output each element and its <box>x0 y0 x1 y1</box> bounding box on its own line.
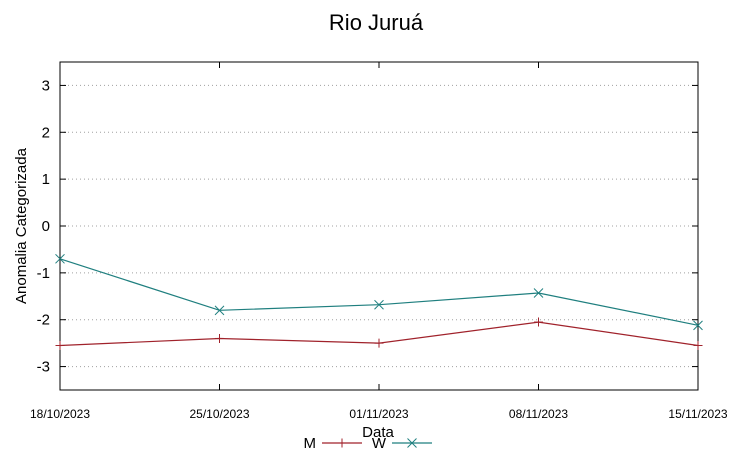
legend-label-w: W <box>372 435 387 452</box>
data-point-w <box>55 253 65 264</box>
plot-frame <box>59 61 699 391</box>
data-point-m <box>374 338 384 348</box>
legend-marker-w <box>407 438 417 448</box>
x-tick-label: 01/11/2023 <box>349 407 408 421</box>
x-tick-label: 25/10/2023 <box>189 407 249 421</box>
legend-marker-m <box>337 438 347 448</box>
data-point-m <box>693 340 703 350</box>
y-tick-label: 1 <box>42 171 50 188</box>
y-tick-label: -1 <box>37 265 50 282</box>
grid-lines <box>60 84 698 368</box>
data-point-m <box>215 333 224 343</box>
y-tick-label: -2 <box>37 312 50 329</box>
chart-title: Rio Juruá <box>329 10 424 35</box>
data-point-m <box>55 340 65 350</box>
series-line-w <box>59 258 699 326</box>
legend-label-m: M <box>304 435 317 452</box>
y-axis-label: Anomalia Categorizada <box>13 147 30 304</box>
x-axis-label: Data <box>362 424 394 441</box>
x-tick-label: 15/11/2023 <box>668 407 727 421</box>
data-point-w <box>533 288 544 298</box>
data-point-w <box>374 299 384 310</box>
y-tick-label: 3 <box>42 77 50 94</box>
y-tick-label: 2 <box>42 124 50 141</box>
x-tick-label: 08/11/2023 <box>509 407 568 421</box>
y-tick-label: -3 <box>37 359 50 376</box>
x-tick-label: 18/10/2023 <box>30 407 90 421</box>
y-tick-label: 0 <box>42 218 50 235</box>
data-point-m <box>534 317 543 327</box>
data-series <box>55 253 703 350</box>
y-axis-ticks: 3 2 1 0 -1 -2 -3 <box>37 77 698 376</box>
data-point-w <box>693 320 703 331</box>
x-axis-ticks: 18/10/2023 25/10/2023 01/11/2023 08/11/2023… <box>30 62 728 421</box>
data-point-w <box>214 305 225 316</box>
